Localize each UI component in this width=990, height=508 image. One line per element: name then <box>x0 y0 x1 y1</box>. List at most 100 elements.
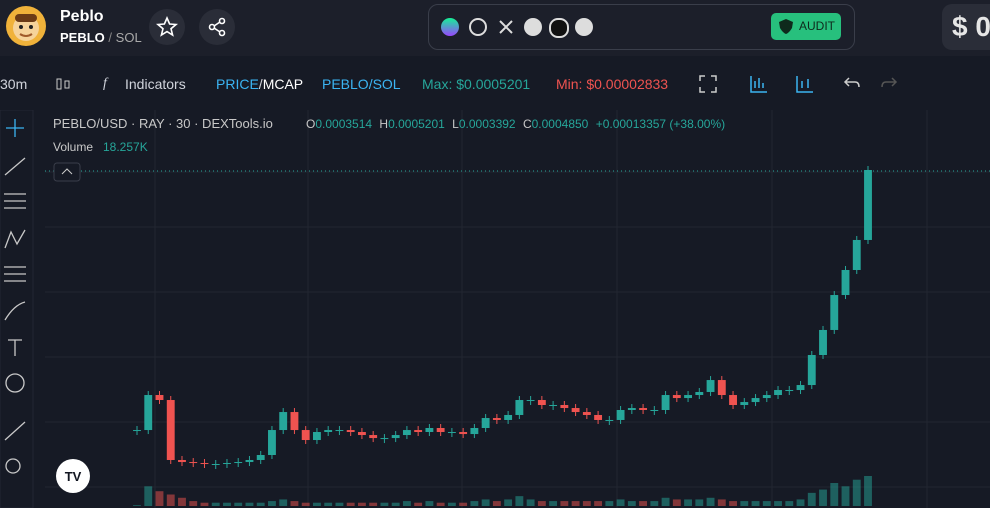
volume-bar <box>841 486 850 506</box>
volume-bar <box>268 501 276 506</box>
legend-symbol: PEBLO/USD · RAY · 30 · DEXTools.io <box>53 116 273 131</box>
volume-bar <box>740 501 749 506</box>
candle-body <box>762 395 771 399</box>
candle-body <box>684 395 692 399</box>
volume-bar <box>650 501 659 506</box>
website-link[interactable] <box>469 18 487 36</box>
x-link[interactable] <box>497 18 515 36</box>
pair-toggle[interactable]: PEBLO/SOL <box>322 76 401 92</box>
volume-bar <box>684 499 692 506</box>
volume-bar <box>560 501 569 506</box>
candle-body <box>549 405 558 407</box>
candle-body <box>695 391 704 396</box>
candle-body <box>346 430 355 433</box>
o-value: 0.0003514 <box>315 117 372 131</box>
candle-body <box>492 418 501 420</box>
volume-bar <box>785 501 794 506</box>
candle-body <box>335 430 344 432</box>
drawing-tools[interactable] <box>4 119 26 474</box>
volume-bar <box>526 499 535 506</box>
volume-bar <box>313 502 321 506</box>
volume-bar <box>369 502 378 506</box>
indicators-button[interactable]: Indicators <box>125 76 186 92</box>
candle-body <box>357 432 366 436</box>
solana-link[interactable] <box>441 18 459 36</box>
candle-body <box>166 400 175 460</box>
interval[interactable]: 30m <box>0 76 28 92</box>
volume-label: Volume <box>53 140 93 154</box>
favorite-button[interactable] <box>149 9 185 45</box>
candle-body <box>740 402 749 406</box>
volume-bar <box>155 491 164 506</box>
token-name: Peblo <box>60 8 104 25</box>
volume-bar <box>661 497 670 506</box>
volume-bar <box>200 502 209 506</box>
volume-bar <box>582 501 591 506</box>
audit-button[interactable]: AUDIT <box>771 13 841 40</box>
share-button[interactable] <box>199 9 235 45</box>
volume-bar <box>391 502 400 506</box>
header: Peblo PEBLO / SOL AUDIT $ 0 <box>0 0 990 56</box>
candle-body <box>234 462 243 464</box>
candle-body <box>414 430 423 433</box>
redo-icon[interactable] <box>880 76 898 92</box>
max-price: Max: $0.0005201 <box>422 76 531 92</box>
volume-bar <box>189 501 198 506</box>
candle-body <box>189 462 198 464</box>
volume-bar <box>717 499 726 506</box>
telegram-link[interactable] <box>524 18 542 36</box>
candle-body <box>661 395 670 410</box>
sep: / <box>108 30 113 45</box>
o-label: O <box>306 117 315 131</box>
candle-body <box>470 427 479 435</box>
chart-icon[interactable] <box>750 75 768 93</box>
mcap: MCAP <box>262 76 304 92</box>
volume-bar <box>301 502 310 506</box>
volume-bar <box>324 502 333 506</box>
price-mcap-toggle[interactable]: PRICE/MCAP <box>216 76 303 92</box>
volume-bar <box>627 501 636 506</box>
volume-bar <box>852 479 861 506</box>
volume-bar <box>639 501 648 506</box>
volume-bar <box>481 499 490 506</box>
volume-bar <box>166 494 175 506</box>
volume-bar <box>470 501 479 506</box>
volume-bar <box>594 501 603 506</box>
candle-body <box>729 395 737 406</box>
volume-bar <box>492 501 501 506</box>
volume-bar <box>256 502 265 506</box>
token-pair: PEBLO / SOL <box>60 30 142 45</box>
fullscreen-icon[interactable] <box>699 75 717 93</box>
candle-body <box>650 409 659 411</box>
legend-ohlc: O0.0003514 H0.0005201 L0.0003392 C0.0004… <box>306 117 725 131</box>
token-avatar <box>6 6 46 46</box>
candle-body <box>616 409 625 420</box>
candle-body <box>301 430 310 441</box>
volume-bar <box>335 502 344 506</box>
tradingview-logo[interactable] <box>56 459 90 493</box>
volume-bar <box>537 501 546 506</box>
chart-icon-2[interactable] <box>796 75 814 93</box>
candle-body <box>537 400 546 406</box>
min-price: Min: $0.00002833 <box>556 76 669 92</box>
candle-body <box>245 459 254 463</box>
slash: / <box>258 76 263 92</box>
volume-bar <box>706 497 715 506</box>
candle-body <box>211 464 220 465</box>
volume-bar <box>211 502 220 506</box>
price: PRICE <box>216 76 259 92</box>
volume-bar <box>515 496 524 506</box>
base: PEBLO <box>60 30 105 45</box>
candle-body <box>706 380 715 392</box>
more-link[interactable] <box>575 18 593 36</box>
candle-body <box>560 405 569 409</box>
undo-icon[interactable] <box>843 76 861 92</box>
volume-bar <box>616 499 625 506</box>
dex-link[interactable] <box>549 18 569 38</box>
volume-value: 18.257K <box>103 140 148 154</box>
chart-type-icon[interactable] <box>55 76 71 92</box>
collapse-button[interactable] <box>53 162 81 182</box>
candle-body <box>313 432 321 441</box>
volume-bar <box>133 505 141 506</box>
candle-body <box>391 435 400 439</box>
